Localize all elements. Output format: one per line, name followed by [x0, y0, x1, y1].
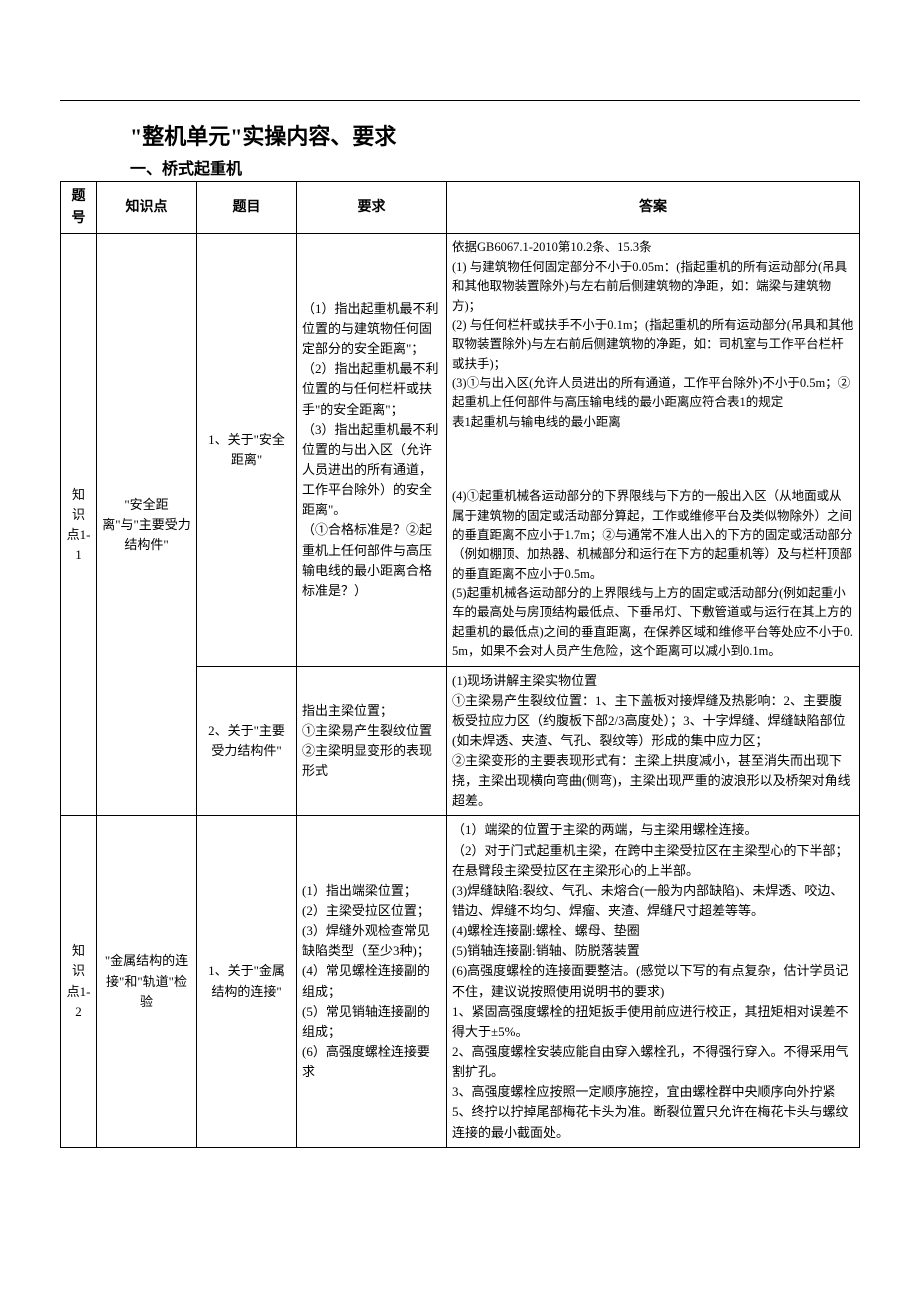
cell-no: 知识点1-1: [61, 234, 97, 816]
cell-kp: "金属结构的连接"和"轨道"检验: [97, 816, 197, 1147]
answer-top: 依据GB6067.1-2010第10.2条、15.3条(1) 与建筑物任何固定部…: [452, 238, 854, 432]
cell-no: 知识点1-2: [61, 816, 97, 1147]
cell-topic: 1、关于"安全距离": [197, 234, 297, 666]
cell-topic: 1、关于"金属结构的连接": [197, 816, 297, 1147]
cell-ans: (1)现场讲解主梁实物位置①主梁易产生裂纹位置：1、主下盖板对接焊缝及热影响：2…: [447, 666, 860, 816]
col-header-no: 题号: [61, 182, 97, 234]
doc-subtitle: 一、桥式起重机: [130, 155, 860, 179]
cell-req: 指出主梁位置；①主梁易产生裂纹位置②主梁明显变形的表现形式: [297, 666, 447, 816]
cell-kp: "安全距离"与"主要受力结构件": [97, 234, 197, 816]
doc-title: "整机单元"实操内容、要求: [130, 119, 860, 151]
table-row: 知识点1-1 "安全距离"与"主要受力结构件" 1、关于"安全距离" （1）指出…: [61, 234, 860, 666]
col-header-kp: 知识点: [97, 182, 197, 234]
cell-ans: （1）端梁的位置于主梁的两端，与主梁用螺栓连接。（2）对于门式起重机主梁，在跨中…: [447, 816, 860, 1147]
top-rule: [60, 100, 860, 101]
content-table: 题号 知识点 题目 要求 答案 知识点1-1 "安全距离"与"主要受力结构件" …: [60, 181, 860, 1148]
col-header-ans: 答案: [447, 182, 860, 234]
cell-req: （1）指出起重机最不利位置的与建筑物任何固定部分的安全距离"；（2）指出起重机最…: [297, 234, 447, 666]
cell-ans: 依据GB6067.1-2010第10.2条、15.3条(1) 与建筑物任何固定部…: [447, 234, 860, 666]
col-header-req: 要求: [297, 182, 447, 234]
table-header-row: 题号 知识点 题目 要求 答案: [61, 182, 860, 234]
answer-bottom: (4)①起重机械各运动部分的下界限线与下方的一般出入区（从地面或从属于建筑物的固…: [452, 487, 854, 661]
cell-req: (1）指出端梁位置；(2）主梁受拉区位置；(3）焊缝外观检查常见缺陷类型（至少3…: [297, 816, 447, 1147]
table-row: 知识点1-2 "金属结构的连接"和"轨道"检验 1、关于"金属结构的连接" (1…: [61, 816, 860, 1147]
answer-gap: [452, 432, 854, 487]
col-header-topic: 题目: [197, 182, 297, 234]
cell-topic: 2、关于"主要受力结构件": [197, 666, 297, 816]
